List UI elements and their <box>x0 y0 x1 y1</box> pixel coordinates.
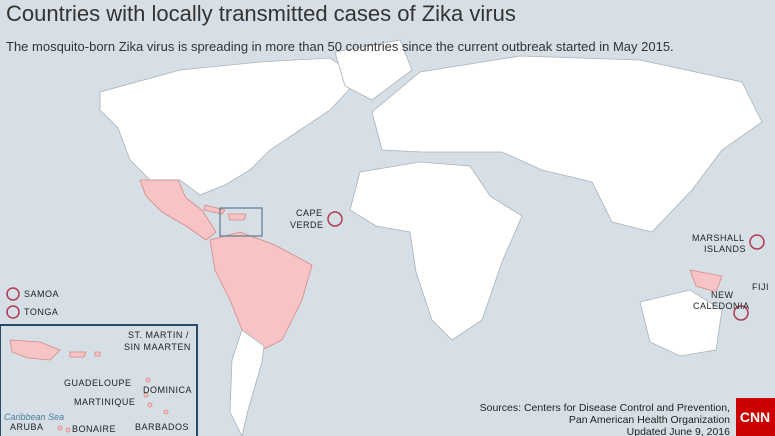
map-label: VERDE <box>290 220 324 230</box>
map-label: CAPE <box>296 208 323 218</box>
sea-label: Caribbean Sea <box>4 412 64 422</box>
map-label: SAMOA <box>24 289 59 299</box>
inset-label: SIN MAARTEN <box>124 342 191 352</box>
rings <box>6 211 765 321</box>
inset-label: MARTINIQUE <box>74 397 135 407</box>
map-label: FIJI <box>752 282 769 292</box>
map-label: CALEDONIA <box>693 301 750 311</box>
map-label: NEW <box>711 290 734 300</box>
inset-label: GUADELOUPE <box>64 378 132 388</box>
source: Updated June 9, 2016 <box>627 426 730 436</box>
inset-label: DOMINICA <box>143 385 192 395</box>
caribbean-highlight <box>219 207 263 237</box>
inset-label: ARUBA <box>10 422 44 432</box>
source: Pan American Health Organization <box>569 414 730 426</box>
landmasses <box>99 39 763 436</box>
logo-box <box>736 398 775 436</box>
inset-label: BONAIRE <box>72 424 116 434</box>
logo: CNN <box>740 409 770 425</box>
map-label: ISLANDS <box>704 244 746 254</box>
title: Countries with locally transmitted cases… <box>6 1 516 26</box>
map-label: MARSHALL <box>692 233 745 243</box>
inset-label: BARBADOS <box>135 422 189 432</box>
subtitle: The mosquito-born Zika virus is spreadin… <box>6 39 674 54</box>
inset-label: ST. MARTIN / <box>128 330 189 340</box>
inset <box>0 324 198 436</box>
map-label: TONGA <box>24 307 58 317</box>
source: Sources: Centers for Disease Control and… <box>480 402 730 414</box>
